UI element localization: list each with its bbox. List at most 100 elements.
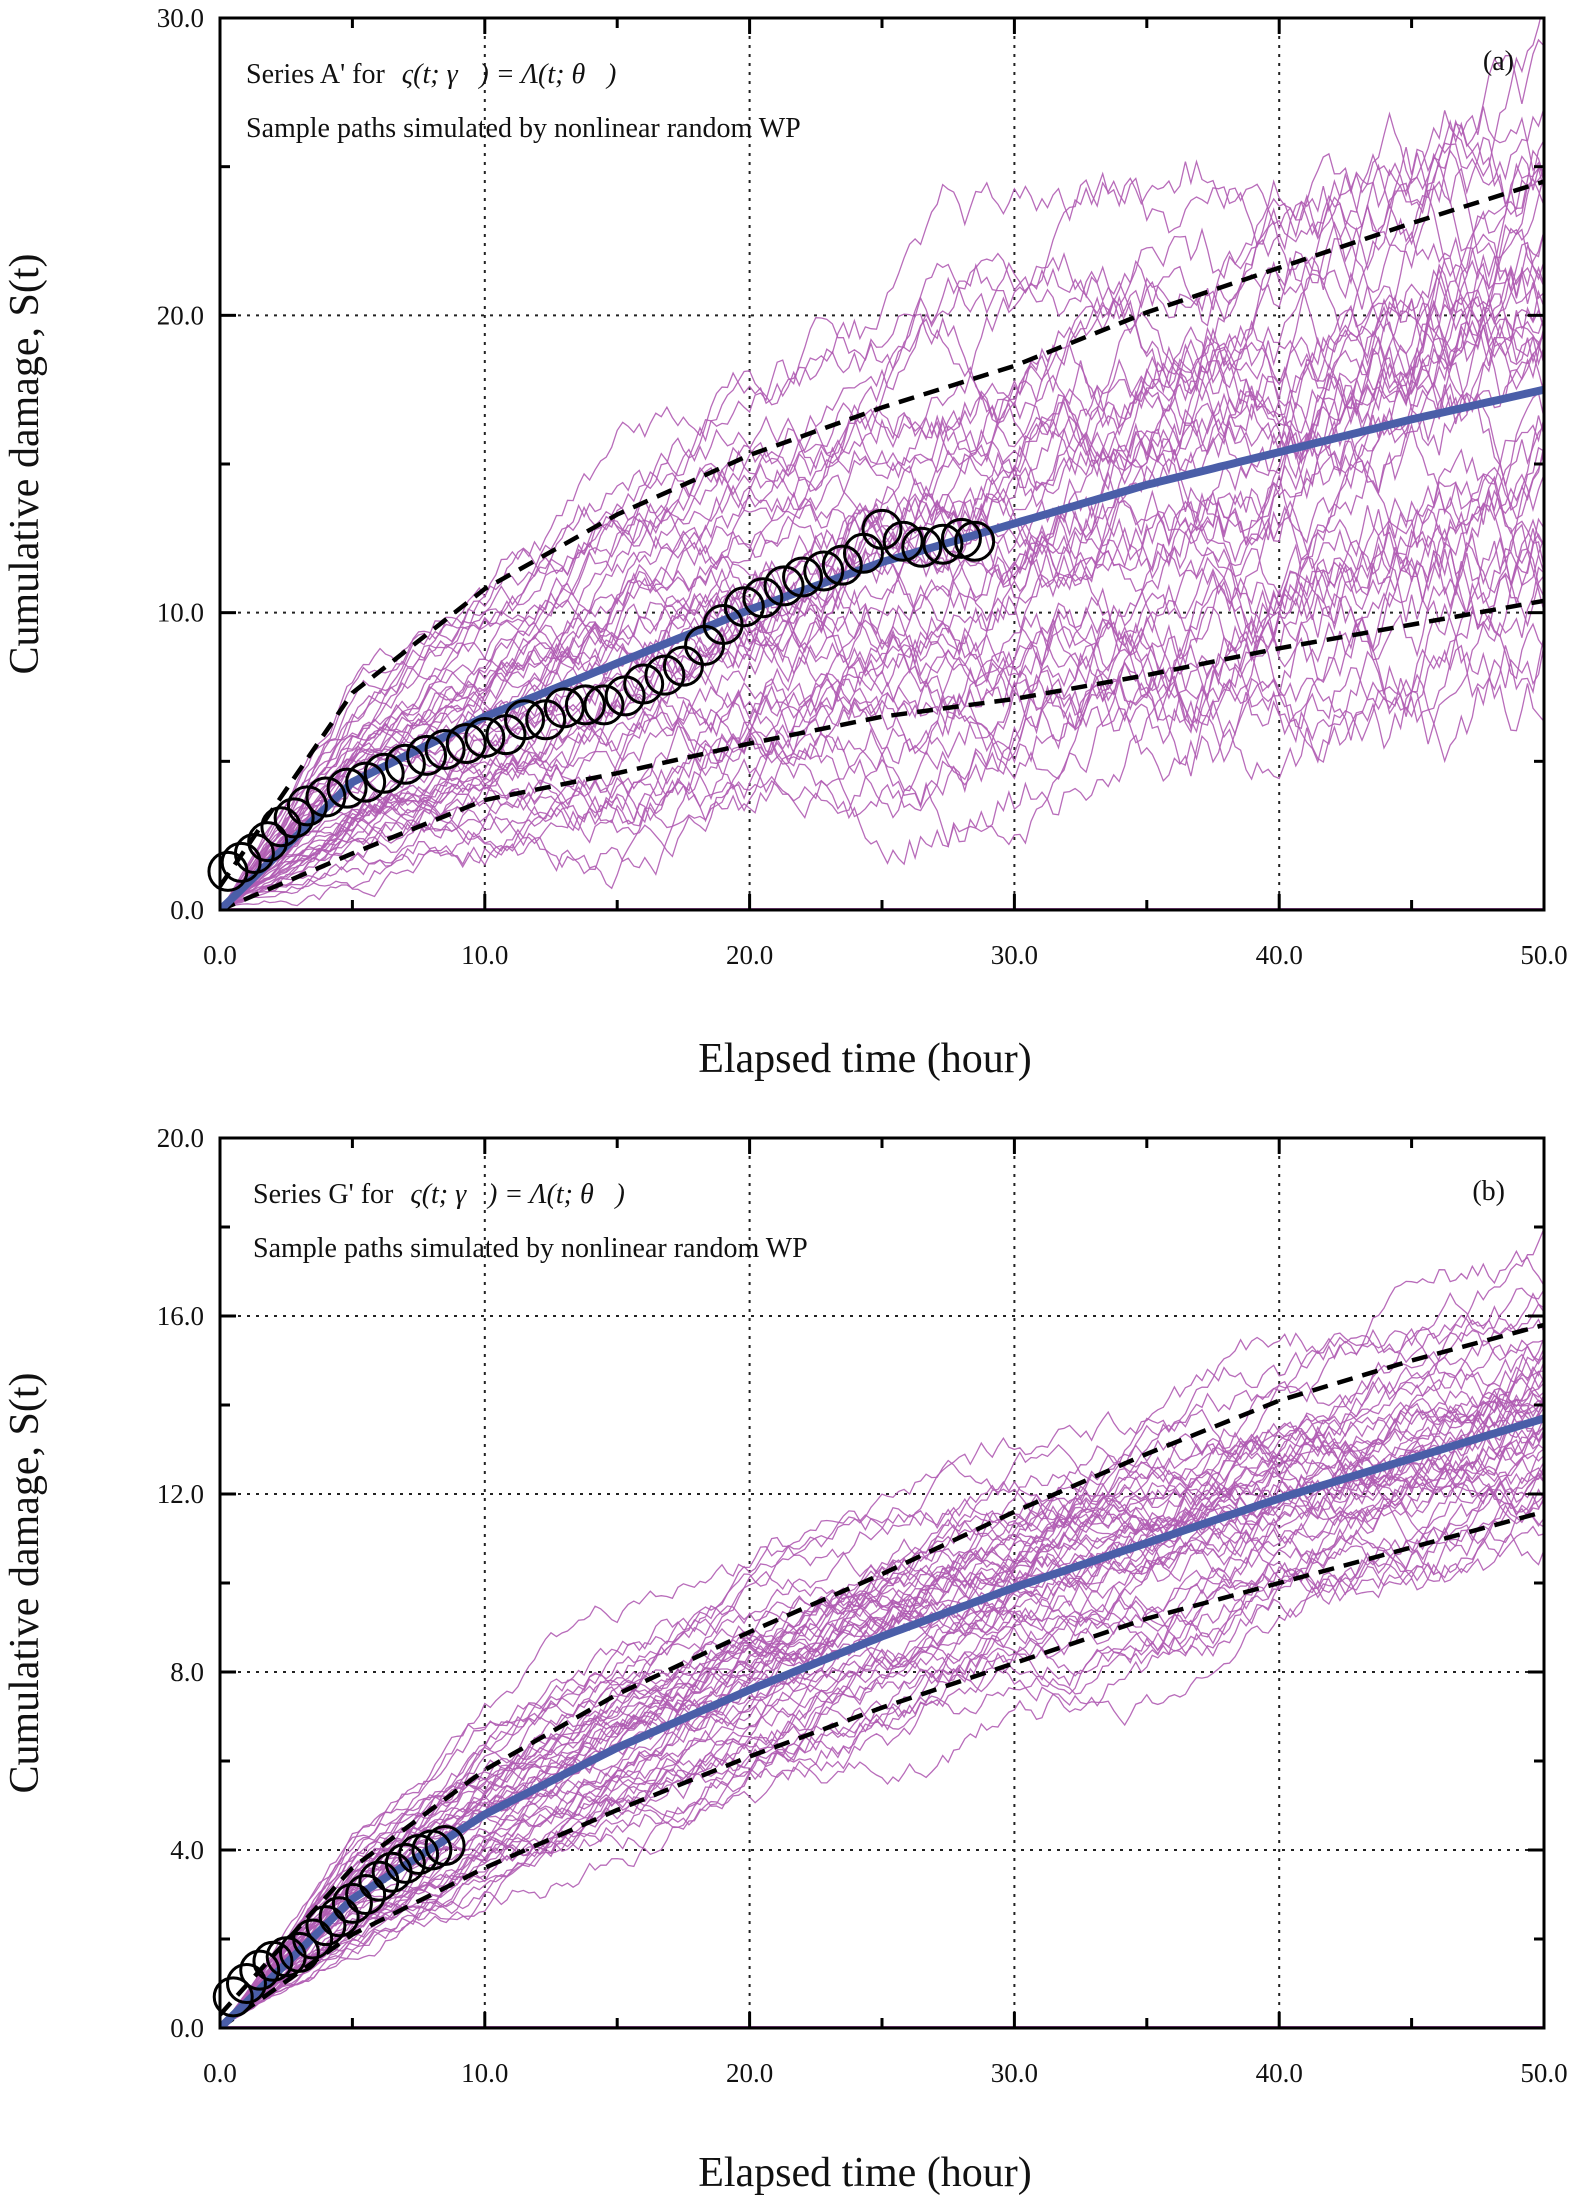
observed-point — [345, 761, 387, 803]
mean-curve-group — [220, 385, 1544, 910]
observed-point — [445, 722, 487, 764]
panel-label: (b) — [1472, 1176, 1505, 1207]
sample-path — [220, 489, 1544, 910]
y-tick-label: 10.0 — [157, 598, 204, 628]
sample-path — [220, 1448, 1544, 2028]
sample-path — [220, 401, 1544, 910]
sample-path — [220, 635, 1544, 910]
observed-point — [326, 767, 368, 809]
observed-point — [803, 550, 845, 592]
observed-point — [543, 687, 585, 729]
sample-path — [220, 1480, 1544, 2028]
sample-path — [220, 523, 1544, 910]
x-tick-label: 40.0 — [1256, 2058, 1303, 2088]
sample-path — [220, 1292, 1544, 2028]
sample-path — [220, 136, 1544, 910]
y-tick-label: 30.0 — [157, 3, 204, 33]
sample-path — [220, 452, 1544, 910]
x-tick-labels: 0.0 10.0 20.0 30.0 40.0 50.0 — [203, 2058, 1568, 2088]
sample-path — [220, 166, 1544, 910]
observed-point — [273, 797, 315, 839]
confidence-bounds — [220, 179, 1544, 910]
upper-bound-line — [220, 1322, 1544, 2017]
x-tick-label: 0.0 — [203, 2058, 237, 2088]
observed-point — [247, 821, 289, 863]
observed-point — [331, 1882, 373, 1924]
sample-path — [220, 1394, 1544, 2028]
mean-curve-group — [220, 1414, 1544, 2028]
observed-point — [583, 684, 625, 726]
x-axis-title: Elapsed time (hour) — [698, 1036, 1032, 1082]
y-tick-label: 0.0 — [170, 895, 204, 925]
sample-path — [220, 1501, 1544, 2028]
y-tick-labels: 0.0 10.0 20.0 30.0 — [157, 3, 204, 925]
sample-path — [220, 1393, 1544, 2028]
observed-point — [564, 684, 606, 726]
sample-path — [220, 1467, 1544, 2028]
observed-point — [406, 734, 448, 776]
observed-point — [821, 544, 863, 586]
observed-point — [318, 1896, 360, 1938]
sample-path — [220, 264, 1544, 910]
upper-bound-line — [220, 179, 1544, 888]
sample-path — [220, 391, 1544, 910]
mean-curve — [220, 1414, 1544, 2028]
panel-label: (a) — [1483, 46, 1514, 77]
observed-point — [861, 508, 903, 550]
chart-panel-a: 0.010.020.030.0 0.0 10.0 20.0 30.0 40.0 50.0 … — [2, 3, 1568, 1082]
y-tick-label: 16.0 — [157, 1301, 204, 1331]
annotation-description: Sample paths simulated by nonlinear rand… — [253, 1233, 808, 1264]
observed-point — [782, 556, 824, 598]
sample-path — [220, 1353, 1544, 2028]
observed-point — [742, 577, 784, 619]
sample-path — [220, 518, 1544, 910]
observed-point — [260, 806, 302, 848]
sample-path — [220, 155, 1544, 910]
y-tick-label: 12.0 — [157, 1479, 204, 1509]
sample-path — [220, 444, 1544, 910]
sample-path — [220, 566, 1544, 910]
sample-path — [220, 546, 1544, 910]
sample-path — [220, 107, 1544, 910]
sample-path — [220, 302, 1544, 910]
sample-path — [220, 1391, 1544, 2028]
observed-point — [292, 1918, 334, 1960]
sample-path — [220, 1370, 1544, 2028]
observed-point — [233, 833, 275, 875]
observed-point — [286, 785, 328, 827]
x-tick-label: 50.0 — [1520, 940, 1567, 970]
sample-path — [220, 230, 1544, 910]
x-tick-label: 50.0 — [1520, 2058, 1567, 2088]
observed-point — [882, 520, 924, 562]
observed-point — [278, 1931, 320, 1973]
x-tick-label: 30.0 — [991, 2058, 1038, 2088]
x-tick-label: 20.0 — [726, 2058, 773, 2088]
sample-path — [220, 1456, 1544, 2028]
sample-path — [220, 1460, 1544, 2028]
sample-path — [220, 293, 1544, 910]
sample-path — [220, 549, 1544, 910]
sample-path — [220, 1461, 1544, 2028]
sample-path — [220, 1524, 1544, 2028]
lower-bound-line — [220, 598, 1544, 910]
observed-point — [384, 1842, 426, 1884]
observed-point — [384, 743, 426, 785]
chart-panel-b: 0.0 4.0 8.0 12.0 16.0 20.0 0.0 10.0 20.0 30.0 40.… — [2, 1123, 1568, 2196]
sample-path — [220, 1442, 1544, 2028]
sample-path — [220, 269, 1544, 910]
observed-point — [305, 776, 347, 818]
sample-path — [220, 1405, 1544, 2028]
sample-path — [220, 1287, 1544, 2028]
sample-path — [220, 473, 1544, 910]
y-tick-label: 0.0 — [170, 2013, 204, 2043]
sample-path — [220, 1370, 1544, 2028]
sample-path — [220, 18, 1542, 910]
observed-point — [305, 1905, 347, 1947]
x-tick-label: 30.0 — [991, 940, 1038, 970]
sample-path — [220, 266, 1544, 910]
annotation-description: Sample paths simulated by nonlinear rand… — [246, 113, 801, 144]
y-axis-title: Cumulative damage, S(t) — [2, 253, 48, 674]
sample-path — [220, 324, 1544, 910]
sample-path — [220, 319, 1544, 910]
